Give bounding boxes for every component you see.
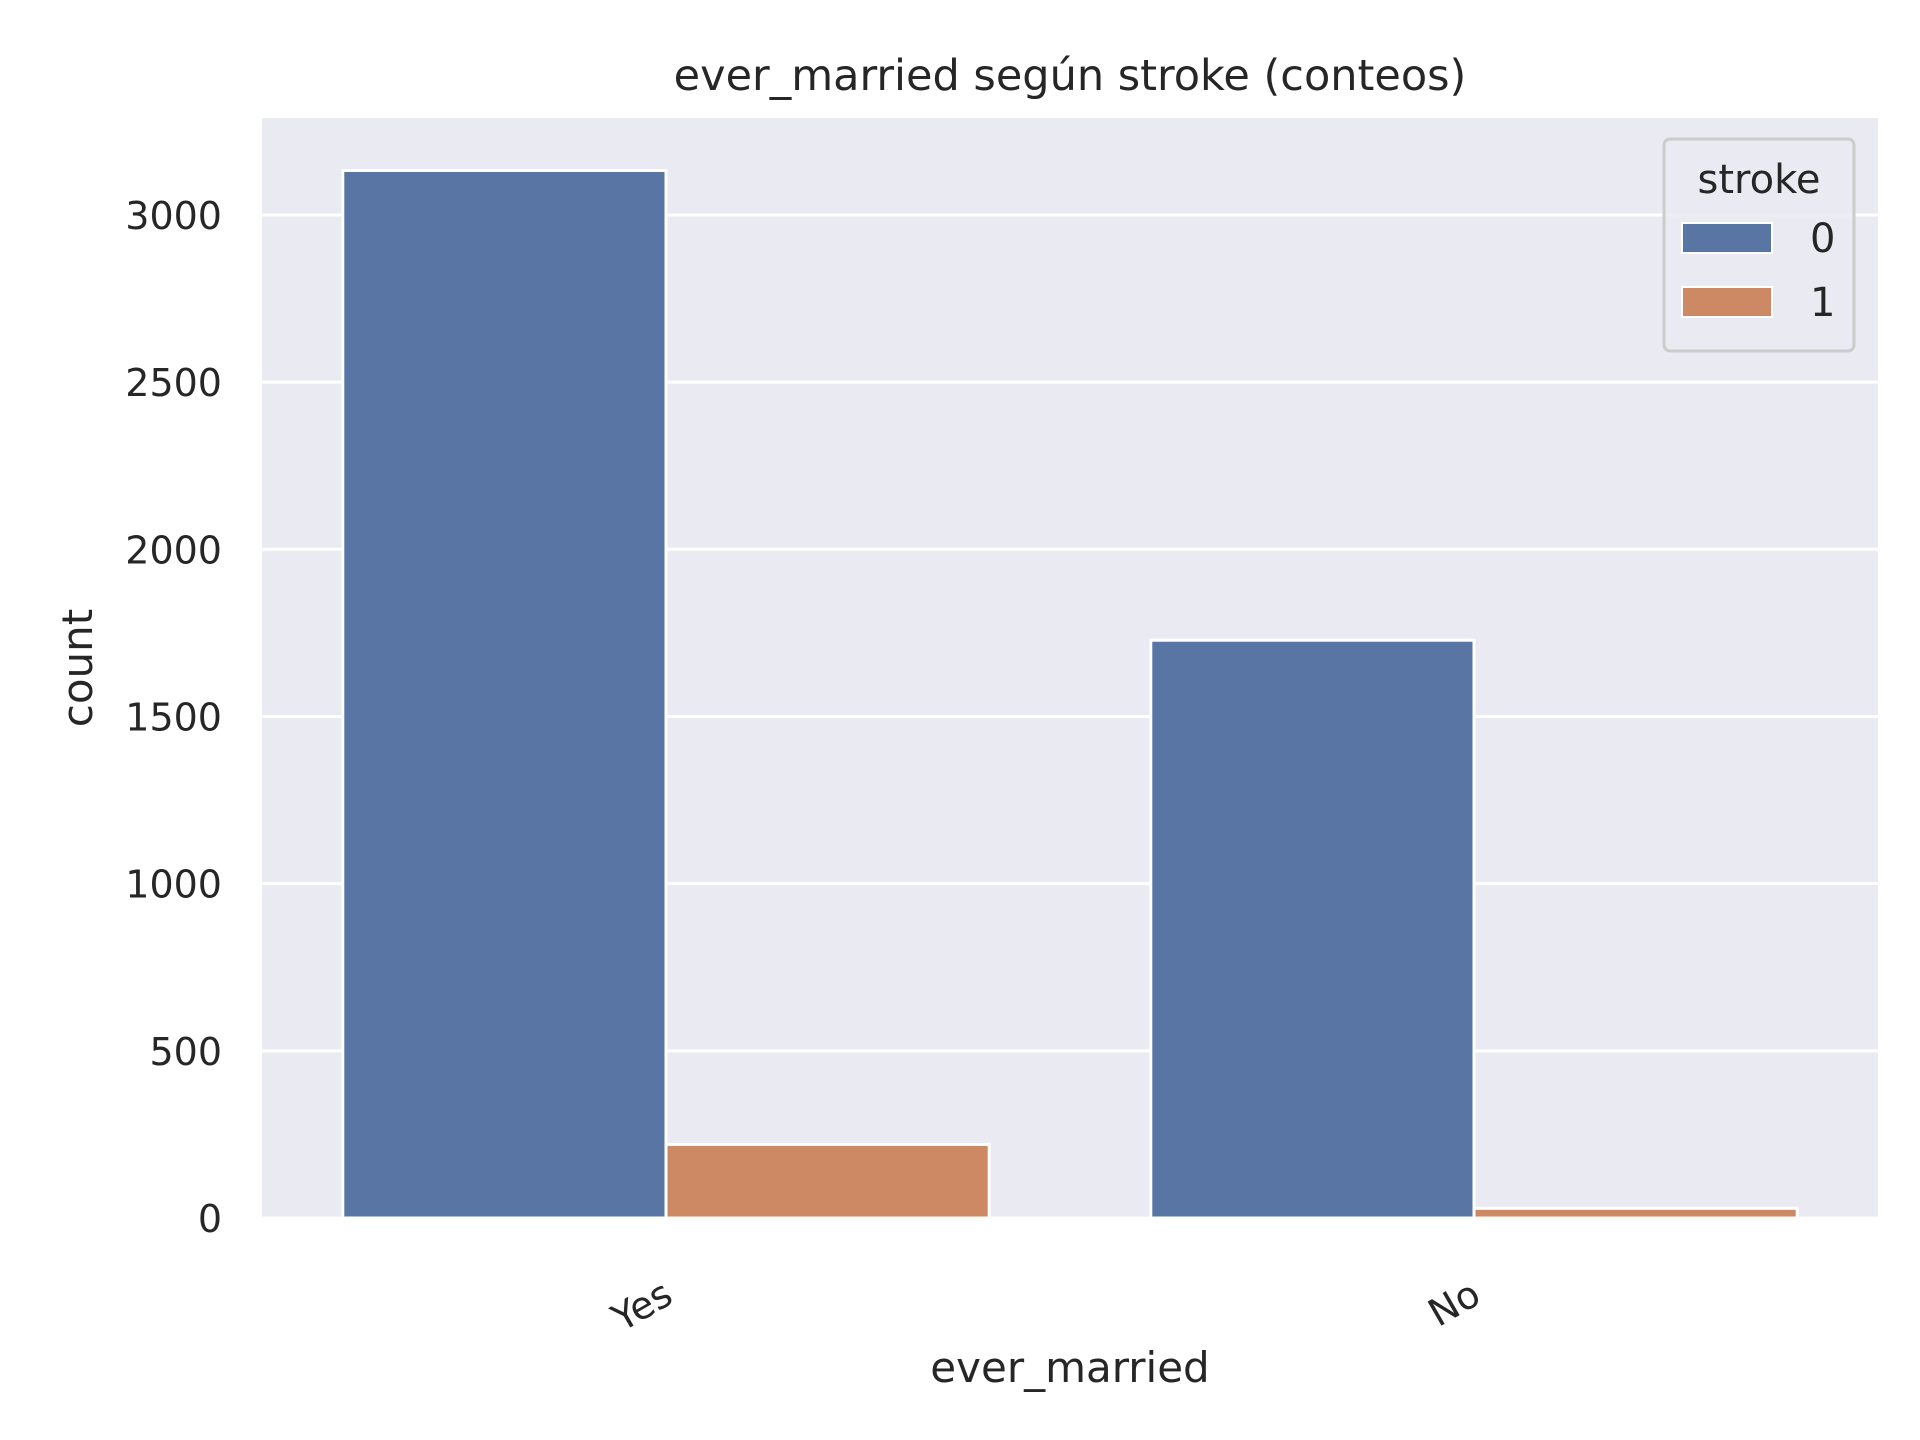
x-axis-label: ever_married — [930, 1343, 1209, 1392]
y-axis-label: count — [53, 609, 102, 728]
legend-label-1: 1 — [1810, 280, 1835, 326]
bars — [341, 168, 1799, 1220]
y-tick-label-3000: 3000 — [125, 194, 222, 238]
y-tick-label-2500: 2500 — [125, 361, 222, 405]
y-tick-label-1500: 1500 — [125, 695, 222, 739]
y-tick-label-0: 0 — [198, 1197, 222, 1241]
legend-label-0: 0 — [1810, 216, 1835, 262]
legend-items: 01 — [1681, 216, 1835, 326]
bar-yes-stroke-0 — [341, 168, 668, 1220]
bar-no-stroke-1 — [1472, 1206, 1799, 1220]
y-tick-label-500: 500 — [149, 1030, 222, 1074]
bar-no-stroke-0 — [1149, 638, 1476, 1220]
legend-swatch-1 — [1681, 286, 1773, 318]
y-tick-label-1000: 1000 — [125, 863, 222, 907]
legend: stroke 01 — [1662, 137, 1856, 353]
bar-yes-stroke-1 — [664, 1142, 991, 1220]
y-tick-label-2000: 2000 — [125, 528, 222, 572]
y-axis-ticks: 0 500 1000 1500 2000 2500 3000 — [125, 194, 222, 1241]
chart-title: ever_married según stroke (conteos) — [674, 51, 1467, 101]
legend-swatch-0 — [1681, 222, 1773, 254]
legend-title: stroke — [1698, 157, 1821, 203]
